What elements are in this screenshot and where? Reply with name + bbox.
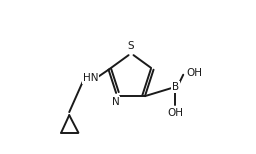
Text: B: B [172, 82, 179, 92]
Text: N: N [112, 97, 120, 107]
Text: HN: HN [83, 73, 98, 83]
Text: S: S [128, 41, 134, 51]
Text: OH: OH [167, 108, 183, 118]
Text: OH: OH [186, 68, 202, 78]
